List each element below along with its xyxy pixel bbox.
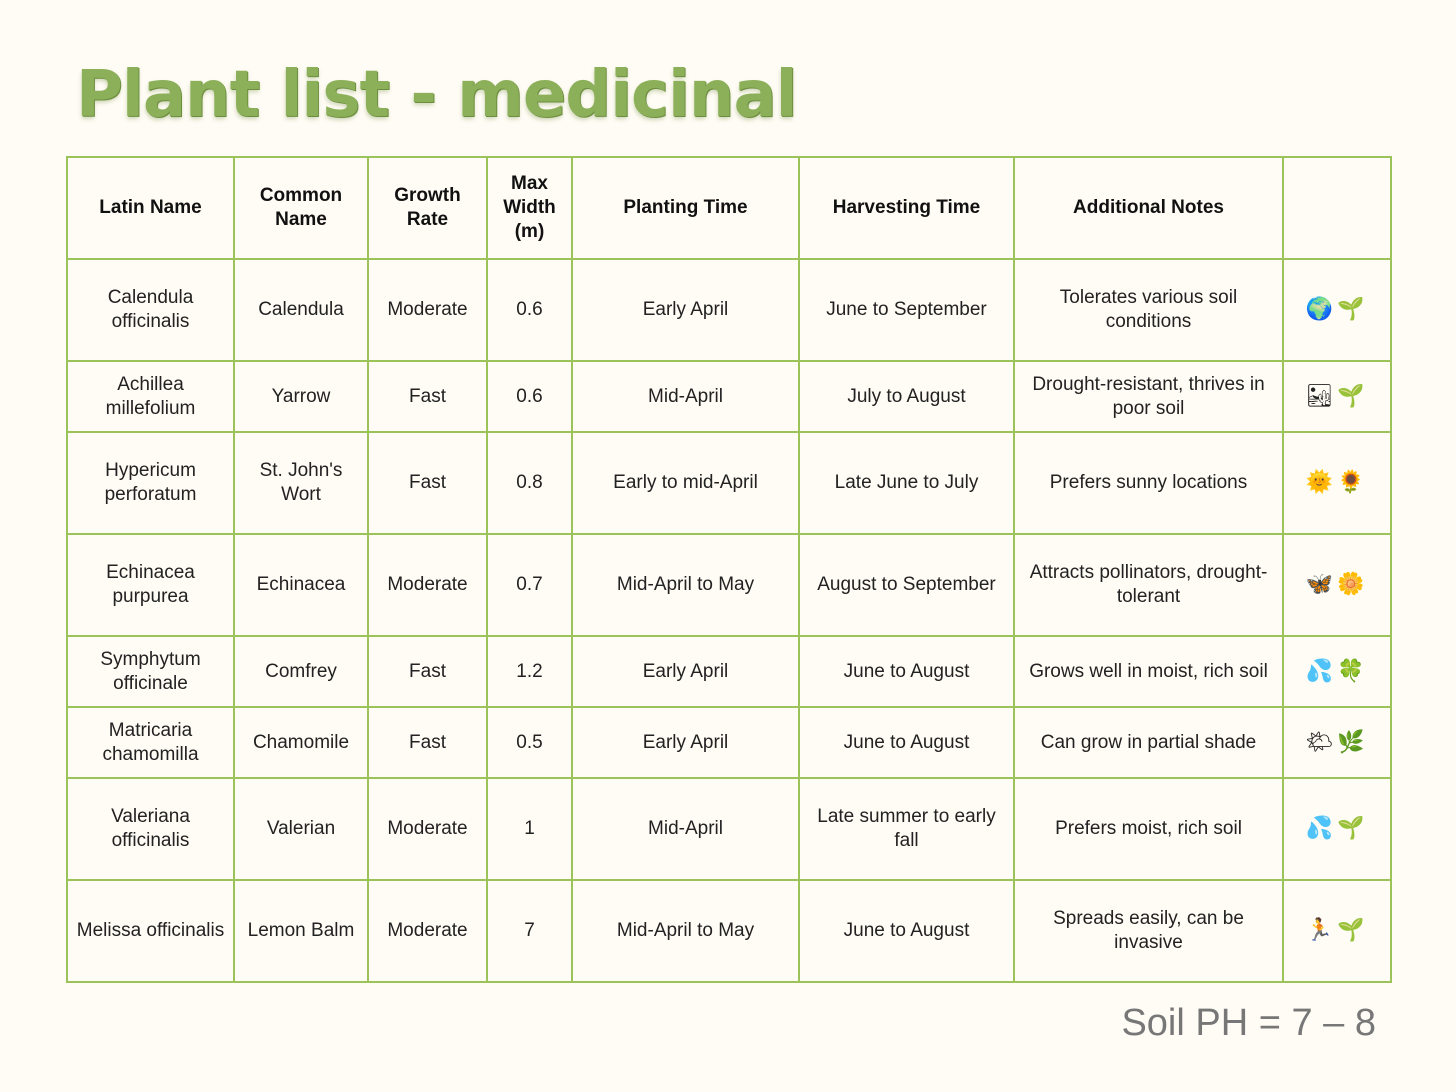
soil-ph-note: Soil PH = 7 – 8: [1121, 1002, 1376, 1044]
table-row: Valeriana officinalis Valerian Moderate 1 Mi…: [66, 777, 1392, 881]
notes-cell: Grows well in moist, rich soil: [1013, 635, 1284, 708]
header-max-width: Max Width (m): [486, 156, 573, 260]
icons-cell: 🌤🌿: [1282, 706, 1392, 779]
header-harvesting-time: Harvesting Time: [798, 156, 1015, 260]
growth-rate-cell: Moderate: [367, 777, 488, 881]
max-width-cell: 1: [486, 777, 573, 881]
notes-cell: Prefers moist, rich soil: [1013, 777, 1284, 881]
max-width-cell: 0.7: [486, 533, 573, 637]
header-common-name: Common Name: [233, 156, 369, 260]
common-name-cell: Comfrey: [233, 635, 369, 708]
max-width-cell: 0.8: [486, 431, 573, 535]
max-width-cell: 0.6: [486, 360, 573, 433]
common-name-cell: Valerian: [233, 777, 369, 881]
harvesting-time-cell: June to August: [798, 706, 1015, 779]
latin-name-cell: Melissa officinalis: [66, 879, 235, 983]
planting-time-cell: Early April: [571, 635, 800, 708]
notes-cell: Prefers sunny locations: [1013, 431, 1284, 535]
table-row: Echinacea purpurea Echinacea Moderate 0.7 Mi…: [66, 533, 1392, 637]
header-additional-notes: Additional Notes: [1013, 156, 1284, 260]
icons-cell: 🦋🌼: [1282, 533, 1392, 637]
plant-table: Latin Name Common Name Growth Rate Max W…: [66, 156, 1392, 983]
latin-name-cell: Matricaria chamomilla: [66, 706, 235, 779]
icons-cell: 🏃🌱: [1282, 879, 1392, 983]
header-latin-name: Latin Name: [66, 156, 235, 260]
growth-rate-cell: Moderate: [367, 533, 488, 637]
notes-cell: Tolerates various soil conditions: [1013, 258, 1284, 362]
icons-cell: 🏜🌱: [1282, 360, 1392, 433]
latin-name-cell: Calendula officinalis: [66, 258, 235, 362]
common-name-cell: Lemon Balm: [233, 879, 369, 983]
harvesting-time-cell: June to August: [798, 879, 1015, 983]
growth-rate-cell: Fast: [367, 360, 488, 433]
common-name-cell: Chamomile: [233, 706, 369, 779]
page-title: Plant list - medicinal: [76, 58, 798, 132]
common-name-cell: St. John's Wort: [233, 431, 369, 535]
harvesting-time-cell: June to September: [798, 258, 1015, 362]
planting-time-cell: Early to mid-April: [571, 431, 800, 535]
planting-time-cell: Early April: [571, 258, 800, 362]
latin-name-cell: Echinacea purpurea: [66, 533, 235, 637]
growth-rate-cell: Fast: [367, 706, 488, 779]
harvesting-time-cell: June to August: [798, 635, 1015, 708]
latin-name-cell: Achillea millefolium: [66, 360, 235, 433]
icons-cell: 🌍🌱: [1282, 258, 1392, 362]
notes-cell: Drought-resistant, thrives in poor soil: [1013, 360, 1284, 433]
icons-cell: 🌞🌻: [1282, 431, 1392, 535]
table-row: Achillea millefolium Yarrow Fast 0.6 Mid-Apr…: [66, 360, 1392, 433]
latin-name-cell: Symphytum officinale: [66, 635, 235, 708]
planting-time-cell: Early April: [571, 706, 800, 779]
growth-rate-cell: Moderate: [367, 879, 488, 983]
common-name-cell: Yarrow: [233, 360, 369, 433]
planting-time-cell: Mid-April: [571, 360, 800, 433]
header-planting-time: Planting Time: [571, 156, 800, 260]
latin-name-cell: Hypericum perforatum: [66, 431, 235, 535]
planting-time-cell: Mid-April: [571, 777, 800, 881]
icons-cell: 💦🌱: [1282, 777, 1392, 881]
table-row: Melissa officinalis Lemon Balm Moderate 7 Mi…: [66, 879, 1392, 983]
max-width-cell: 0.6: [486, 258, 573, 362]
growth-rate-cell: Fast: [367, 431, 488, 535]
header-icons: [1282, 156, 1392, 260]
table-row: Symphytum officinale Comfrey Fast 1.2 Early …: [66, 635, 1392, 708]
max-width-cell: 0.5: [486, 706, 573, 779]
growth-rate-cell: Moderate: [367, 258, 488, 362]
table-row: Calendula officinalis Calendula Moderate 0.…: [66, 258, 1392, 362]
latin-name-cell: Valeriana officinalis: [66, 777, 235, 881]
notes-cell: Attracts pollinators, drought-tolerant: [1013, 533, 1284, 637]
header-growth-rate: Growth Rate: [367, 156, 488, 260]
icons-cell: 💦🍀: [1282, 635, 1392, 708]
harvesting-time-cell: August to September: [798, 533, 1015, 637]
harvesting-time-cell: Late summer to early fall: [798, 777, 1015, 881]
header-row: Latin Name Common Name Growth Rate Max W…: [66, 156, 1392, 260]
growth-rate-cell: Fast: [367, 635, 488, 708]
common-name-cell: Calendula: [233, 258, 369, 362]
table-row: Hypericum perforatum St. John's Wort Fast 0…: [66, 431, 1392, 535]
notes-cell: Can grow in partial shade: [1013, 706, 1284, 779]
planting-time-cell: Mid-April to May: [571, 533, 800, 637]
max-width-cell: 1.2: [486, 635, 573, 708]
harvesting-time-cell: Late June to July: [798, 431, 1015, 535]
harvesting-time-cell: July to August: [798, 360, 1015, 433]
table-row: Matricaria chamomilla Chamomile Fast 0.5 Ear…: [66, 706, 1392, 779]
planting-time-cell: Mid-April to May: [571, 879, 800, 983]
max-width-cell: 7: [486, 879, 573, 983]
common-name-cell: Echinacea: [233, 533, 369, 637]
notes-cell: Spreads easily, can be invasive: [1013, 879, 1284, 983]
